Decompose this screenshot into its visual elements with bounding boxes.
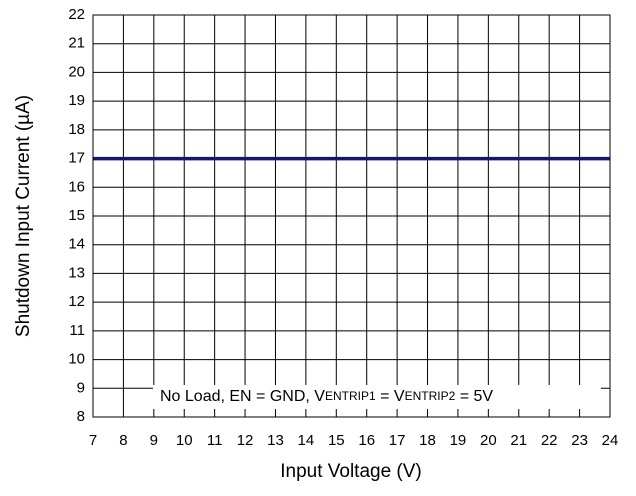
y-tick-label: 15 (68, 207, 85, 224)
x-tick-label: 18 (419, 432, 436, 449)
x-tick-label: 12 (237, 432, 254, 449)
x-tick-label: 21 (510, 432, 527, 449)
annotation-part: = 5V (455, 388, 493, 405)
y-tick-label: 16 (68, 178, 85, 195)
x-tick-label: 17 (389, 432, 406, 449)
y-tick-label: 20 (68, 63, 85, 80)
x-tick-label: 16 (358, 432, 375, 449)
x-tick-label: 10 (176, 432, 193, 449)
annotation-part: ENTRIP2 (405, 389, 456, 403)
x-axis-title: Input Voltage (V) (280, 461, 422, 482)
x-tick-label: 11 (207, 432, 223, 449)
y-tick-label: 12 (68, 293, 85, 310)
x-tick-label: 13 (267, 432, 284, 449)
annotation: No Load, EN = GND, VENTRIP1 = VENTRIP2 =… (160, 388, 493, 405)
annotation-part: = V (376, 388, 405, 405)
x-tick-label: 15 (328, 432, 345, 449)
y-tick-label: 9 (77, 379, 85, 396)
annotation-box (153, 385, 601, 409)
x-tick-label: 20 (480, 432, 497, 449)
plot-frame (92, 14, 611, 418)
grid (92, 14, 611, 418)
y-tick-label: 18 (68, 121, 85, 138)
x-tick-label: 22 (541, 432, 558, 449)
annotation-part: ENTRIP1 (325, 389, 376, 403)
y-tick-label: 17 (68, 150, 85, 167)
y-tick-label: 10 (68, 351, 85, 368)
y-tick-label: 19 (68, 92, 85, 109)
y-tick-label: 13 (68, 264, 85, 281)
x-tick-label: 9 (150, 432, 158, 449)
y-axis-title: Shutdown Input Current (µA) (13, 95, 34, 337)
x-tick-label: 23 (571, 432, 588, 449)
x-tick-label: 14 (298, 432, 315, 449)
y-tick-label: 8 (77, 408, 85, 425)
y-tick-label: 14 (68, 236, 85, 253)
y-tick-label: 11 (69, 322, 85, 339)
x-tick-label: 19 (450, 432, 467, 449)
x-tick-label: 7 (89, 432, 97, 449)
y-tick-label: 22 (68, 6, 85, 23)
x-tick-label: 24 (602, 432, 619, 449)
annotation-part: No Load, EN = GND, V (160, 388, 325, 405)
x-tick-label: 8 (119, 432, 127, 449)
y-tick-label: 21 (68, 35, 85, 52)
